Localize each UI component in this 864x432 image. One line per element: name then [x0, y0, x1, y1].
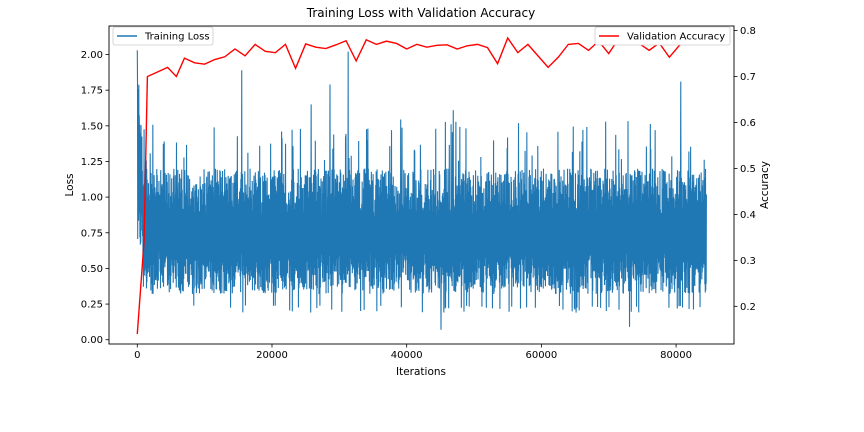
training-loss-line: [136, 50, 707, 330]
left-y-tick-label: 1.50: [81, 121, 103, 132]
right-y-tick-label: 0.5: [740, 164, 756, 175]
right-y-tick-label: 0.8: [740, 26, 756, 37]
left-y-tick-label: 0.00: [81, 335, 103, 346]
x-tick-label: 80000: [660, 350, 692, 361]
left-y-tick-label: 1.75: [81, 86, 103, 97]
left-y-tick-label: 0.50: [81, 264, 103, 275]
x-tick-label: 20000: [256, 350, 288, 361]
x-axis-label: Iterations: [396, 366, 446, 378]
legend-label: Validation Accuracy: [627, 32, 725, 43]
left-y-tick-label: 1.25: [81, 157, 103, 168]
validation-accuracy-series: [136, 36, 707, 334]
right-y-tick-label: 0.7: [740, 72, 756, 83]
right-y-tick-label: 0.4: [740, 210, 756, 221]
x-axis-ticks: 0 20000 40000 60000 80000: [134, 344, 692, 361]
legend-box: [594, 26, 731, 46]
left-y-axis-label: Loss: [64, 173, 76, 196]
training-loss-series: [136, 50, 707, 330]
x-tick-label: 0: [134, 350, 140, 361]
right-y-tick-label: 0.6: [740, 118, 756, 129]
left-y-tick-label: 2.00: [81, 50, 103, 61]
right-y-tick-label: 0.3: [740, 256, 756, 267]
x-tick-label: 40000: [391, 350, 423, 361]
left-y-tick-label: 0.25: [81, 300, 103, 311]
plot-frame: [108, 25, 735, 345]
left-y-tick-label: 0.75: [81, 228, 103, 239]
legend-validation-accuracy: Validation Accuracy: [594, 26, 731, 46]
legend-training-loss: Training Loss: [112, 26, 214, 46]
right-y-axis-ticks: 0.2 0.3 0.4 0.5 0.6 0.7 0.8: [734, 26, 756, 313]
right-y-tick-label: 0.2: [740, 302, 756, 313]
validation-accuracy-line: [136, 36, 707, 334]
left-y-tick-label: 1.00: [81, 193, 103, 204]
legend-label: Training Loss: [144, 32, 210, 43]
chart-title: Training Loss with Validation Accuracy: [306, 6, 535, 20]
legend-box: [112, 26, 214, 46]
x-tick-label: 60000: [525, 350, 557, 361]
right-y-axis-label: Accuracy: [759, 161, 771, 209]
left-y-axis-ticks: 0.00 0.25 0.50 0.75 1.00 1.25 1.50 1.75 2.00: [81, 50, 109, 346]
